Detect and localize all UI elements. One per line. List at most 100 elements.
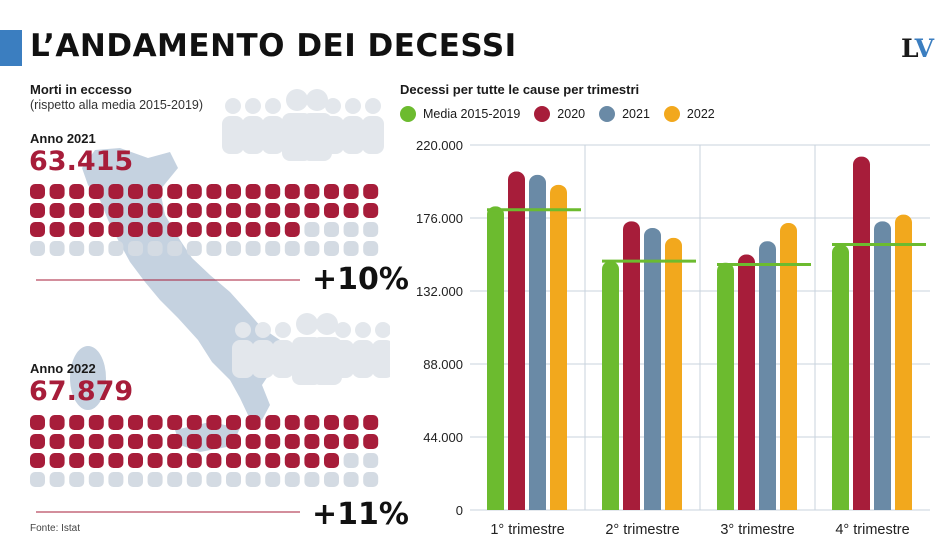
- grid-2021-dot: [69, 222, 85, 237]
- grid-2022-dot: [265, 453, 281, 468]
- grid-2022-dot: [265, 472, 281, 487]
- bar-base-1-0: [602, 502, 619, 510]
- grid-2022-dot: [69, 415, 85, 430]
- grid-2021-dot: [128, 203, 143, 218]
- grid-2021-dot: [49, 241, 65, 256]
- y-tick-label: 220.000: [416, 138, 463, 153]
- grid-2022-dot: [245, 453, 261, 468]
- grid-2021-dot: [265, 241, 281, 256]
- people-silhouettes-2021: [222, 89, 384, 161]
- grid-2021-dot: [343, 222, 359, 237]
- grid-2022-dot: [49, 415, 65, 430]
- bottom-person-head-4: [316, 313, 338, 335]
- top-person-head-6: [345, 98, 361, 114]
- bar-base-3-0: [832, 502, 849, 510]
- bar-1-1: [623, 221, 640, 510]
- grid-2021-dot: [167, 184, 183, 199]
- bottom-person-head-0: [235, 322, 251, 338]
- chart-legend: Media 2015-2019 2020 2021 2022: [400, 106, 729, 122]
- legend-swatch-2022: [663, 106, 680, 122]
- excess-value-2021: 63.415: [29, 146, 134, 177]
- grid-2022-dot: [69, 434, 85, 449]
- bar-3-2: [874, 221, 891, 510]
- grid-2022-dot: [69, 472, 85, 487]
- bar-base-3-1: [853, 502, 870, 510]
- grid-2021-dot: [304, 184, 320, 199]
- grid-2022-dot: [108, 453, 124, 468]
- bar-base-1-2: [644, 502, 661, 510]
- grid-2022-dot: [206, 453, 222, 468]
- grid-2022-dot: [128, 472, 143, 487]
- bottom-person-body-2: [272, 340, 294, 378]
- top-person-body-5: [322, 116, 344, 154]
- grid-2022-dot: [363, 472, 379, 487]
- grid-2021-dot: [265, 203, 281, 218]
- grid-2021-dot: [284, 222, 300, 237]
- bar-base-1-3: [665, 502, 682, 510]
- grid-2022-dot: [284, 453, 300, 468]
- excess-percent-2021: +10%: [312, 262, 409, 297]
- grid-2021-dot: [128, 184, 143, 199]
- grid-2022-dot: [324, 472, 339, 487]
- bar-2-0: [717, 262, 734, 510]
- grid-2021-dot: [343, 241, 359, 256]
- grid-2022-dot: [343, 434, 359, 449]
- bar-3-3: [895, 214, 912, 510]
- bar-1-2: [644, 227, 661, 511]
- bar-1-0: [602, 261, 619, 510]
- grid-2021-dot: [304, 222, 320, 237]
- y-tick-label: 132.000: [416, 284, 463, 299]
- grid-2022-dot: [265, 415, 281, 430]
- grid-2022-dot: [245, 472, 261, 487]
- top-person-head-3: [286, 89, 308, 111]
- grid-2022-dot: [186, 453, 202, 468]
- grid-2021-dot: [324, 184, 339, 199]
- legend-label-2022: 2022: [686, 107, 715, 121]
- grid-2021-dot: [69, 184, 85, 199]
- grid-2021-dot: [324, 222, 339, 237]
- chart-average-markers: [487, 208, 926, 266]
- grid-2021-dot: [245, 184, 261, 199]
- bottom-person-body-7: [372, 340, 390, 378]
- top-person-body-2: [262, 116, 284, 154]
- grid-2021-dot: [108, 241, 124, 256]
- grid-2022-dot: [245, 434, 261, 449]
- grid-2022-dot: [324, 434, 339, 449]
- top-person-head-4: [306, 89, 328, 111]
- grid-2021-dot: [304, 203, 320, 218]
- grid-2021-dot: [108, 184, 124, 199]
- grid-2022-dot: [88, 434, 104, 449]
- bottom-person-head-2: [275, 322, 291, 338]
- excess-value-2022: 67.879: [29, 376, 134, 407]
- grid-2021-dot: [245, 222, 261, 237]
- grid-2022-dot: [186, 472, 202, 487]
- bar-base-0-1: [508, 502, 525, 510]
- bar-base-1-1: [623, 502, 640, 510]
- publisher-logo: LV: [900, 34, 934, 63]
- bar-base-2-2: [759, 502, 776, 510]
- italy-map-and-people: [30, 89, 390, 513]
- bottom-person-body-1: [252, 340, 274, 378]
- grid-2021-dot: [363, 184, 379, 199]
- grid-2022-dot: [186, 434, 202, 449]
- grid-2021-dot: [147, 241, 163, 256]
- grid-2021-dot: [324, 241, 339, 256]
- year-label-2021: Anno 2021: [30, 131, 96, 146]
- grid-2022-dot: [88, 453, 104, 468]
- y-tick-label: 0: [456, 503, 463, 518]
- bar-base-0-3: [550, 502, 567, 510]
- x-tick-label: 4° trimestre: [835, 522, 909, 538]
- bar-base-3-3: [895, 502, 912, 510]
- grid-2021-dot: [363, 203, 379, 218]
- grid-2022-dot: [284, 434, 300, 449]
- x-tick-label: 2° trimestre: [605, 522, 679, 538]
- bar-3-1: [853, 156, 870, 510]
- grid-2021-dot: [284, 241, 300, 256]
- bar-base-0-2: [529, 502, 546, 510]
- grid-2022-dot: [343, 415, 359, 430]
- grid-2021-dot: [343, 203, 359, 218]
- bar-2-3: [780, 222, 797, 510]
- source-note: Fonte: Istat: [30, 523, 81, 534]
- grid-2022-dot: [206, 472, 222, 487]
